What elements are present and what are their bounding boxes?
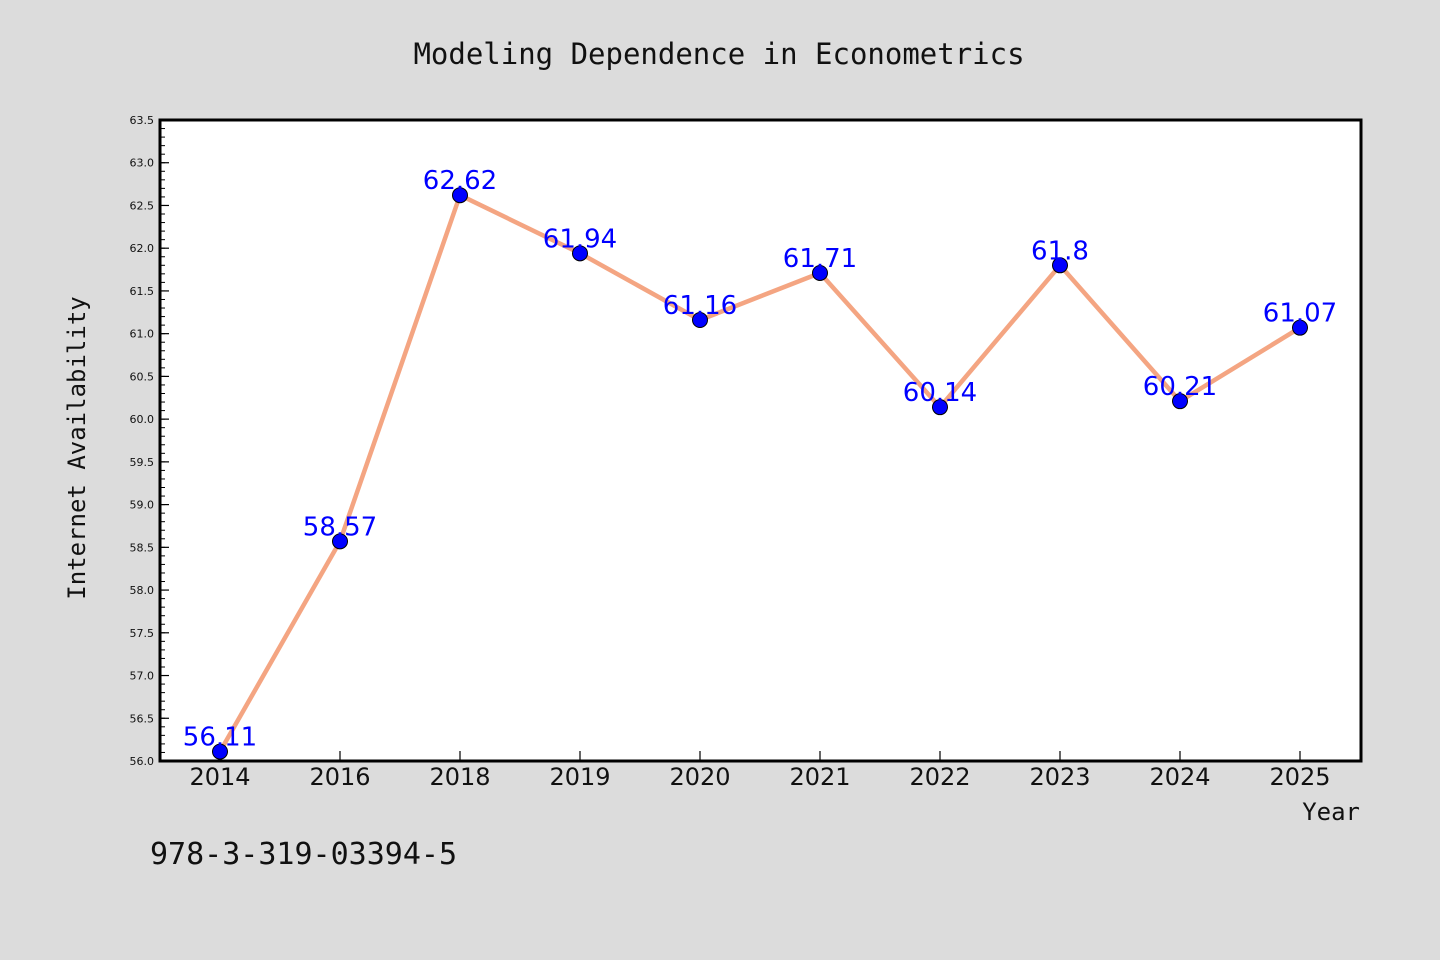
x-tick-label: 2021 [789,763,850,791]
x-tick-label: 2016 [309,763,370,791]
data-label: 61.71 [783,244,857,274]
data-label: 61.07 [1263,299,1337,329]
data-point [812,264,828,281]
x-tick-label: 2023 [1029,763,1090,791]
data-point [1292,319,1308,336]
data-point [572,245,588,262]
data-point [212,743,228,760]
data-point [692,311,708,328]
data-point [1052,257,1068,274]
y-tick-label: 59.5 [130,456,155,469]
chart-title: Modeling Dependence in Econometrics [413,37,1024,71]
data-label: 62.62 [423,166,497,196]
y-tick-label: 60.5 [130,370,155,383]
x-axis-label: Year [1302,798,1360,826]
y-tick-label: 56.5 [130,712,155,725]
x-axis: 2014 2016 2018 2019 2020 2021 2022 2023 2024 2025 [189,751,1331,791]
data-label: 58.57 [303,512,377,542]
y-tick-label: 59.0 [130,499,155,512]
x-tick-label: 2025 [1269,763,1330,791]
data-label: 61.16 [663,291,737,321]
x-tick-label: 2018 [429,763,490,791]
y-tick-label: 61.0 [130,328,155,341]
x-tick-label: 2022 [909,763,970,791]
data-label: 60.21 [1143,372,1217,402]
data-point [1172,393,1188,410]
y-tick-label: 57.0 [130,670,155,683]
y-tick-label: 56.0 [130,755,155,768]
data-markers [212,187,1308,760]
data-point [332,533,348,550]
data-labels: 56.11 58.57 62.62 61.94 61.16 61.71 60.14 61.8 6… [183,166,1337,752]
series-line [217,192,1303,754]
data-label: 61.8 [1031,236,1089,266]
x-tick-label: 2020 [669,763,730,791]
plot-area [160,120,1361,761]
y-tick-label: 61.5 [130,285,155,298]
x-tick-label: 2024 [1149,763,1210,791]
y-tick-label: 58.5 [130,541,155,554]
x-tick-label: 2019 [549,763,610,791]
data-label: 56.11 [183,723,257,753]
y-axis: 56.0 56.5 57.0 57.5 58.0 58.5 59.0 59.5 60.0 60.5… [130,114,169,768]
data-label: 60.14 [903,378,977,408]
y-tick-label: 57.5 [130,627,155,640]
y-tick-label: 60.0 [130,413,155,426]
x-tick-label: 2014 [189,763,250,791]
data-point [932,399,948,416]
y-tick-label: 63.5 [130,114,155,127]
y-tick-label: 62.0 [130,242,155,255]
plot-frame [158,118,1363,763]
footer-isbn: 978-3-319-03394-5 [150,837,457,872]
data-label: 61.94 [543,224,617,254]
y-tick-label: 62.5 [130,199,155,212]
y-tick-label: 63.0 [130,157,155,170]
data-point [452,187,468,204]
y-axis-label: Internet Availability [63,296,91,599]
y-tick-label: 58.0 [130,584,155,597]
